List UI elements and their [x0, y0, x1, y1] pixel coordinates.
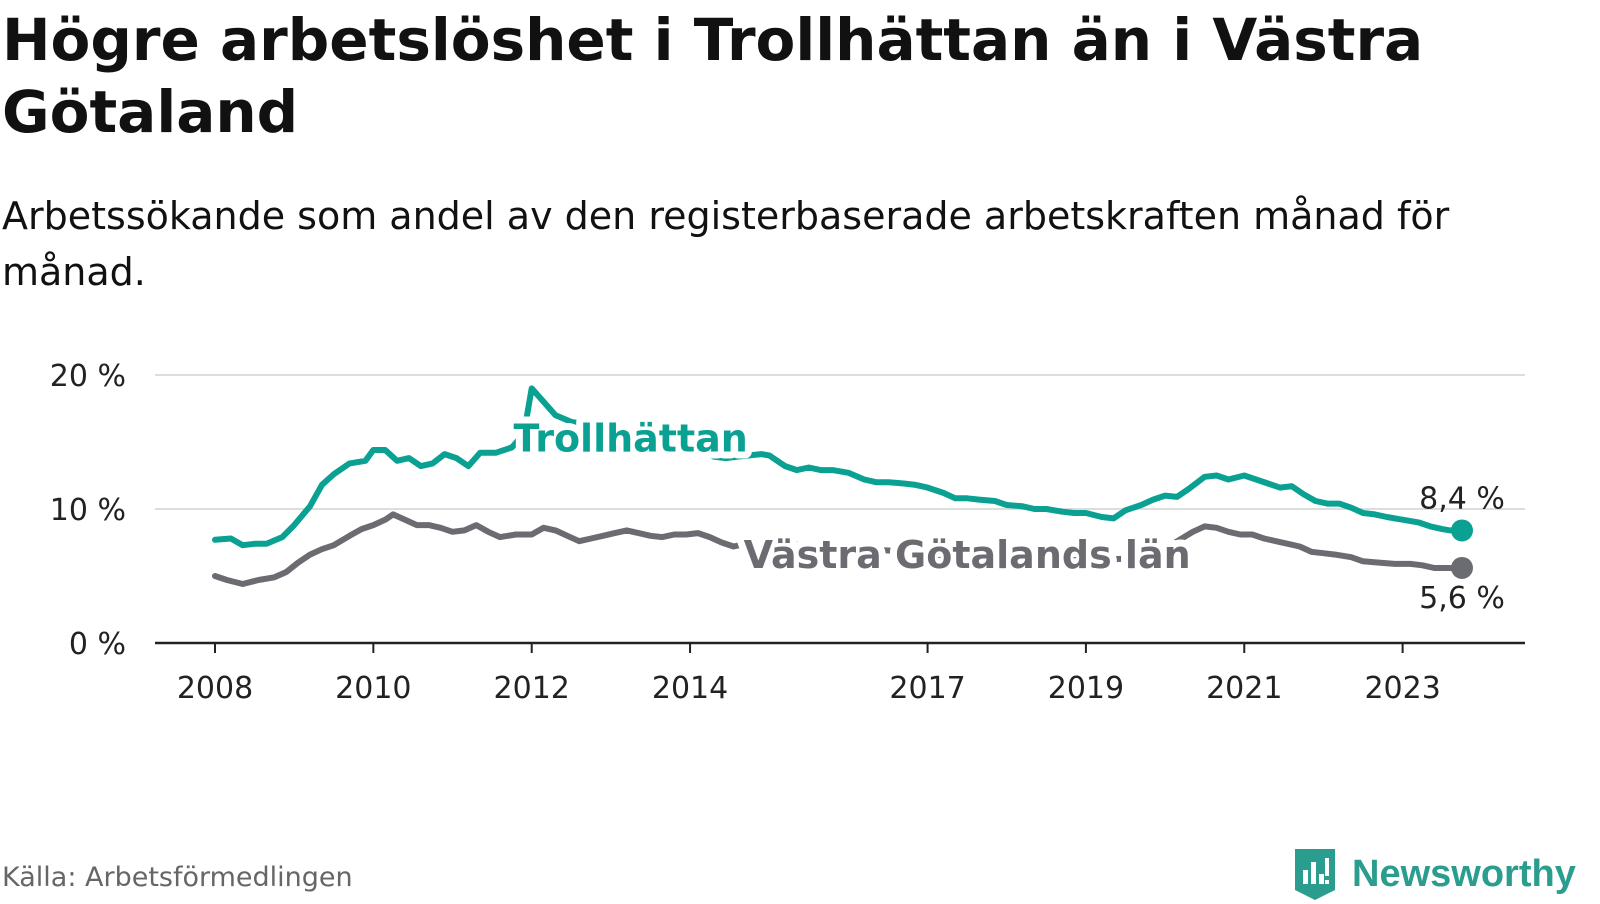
line-chart: 0 % 10 % 20 % 2008 2010 2012 2014 2017 2019 2021 2… [50, 359, 1525, 706]
x-tick-label: 2008 [177, 671, 253, 706]
end-point-vastra-gotaland [1451, 556, 1473, 579]
series-annotation-halo: Trollhättan [513, 416, 747, 460]
x-tick-label: 2010 [335, 671, 411, 706]
series-annotation-halo: Västra Götalands län [744, 533, 1191, 577]
end-value-label: 8,4 % [1419, 481, 1505, 516]
x-tick-label: 2014 [652, 671, 728, 706]
series-annotation-vastra-gotaland: Västra Götalands län [744, 533, 1191, 577]
x-tick-label: 2023 [1364, 671, 1440, 706]
source-note: Källa: Arbetsförmedlingen [2, 862, 353, 893]
chart-subtitle: Arbetssökande som andel av den registerb… [2, 194, 1450, 294]
y-tick-label: 10 % [50, 493, 126, 528]
brand-name: Newsworthy [1352, 852, 1576, 895]
end-value-label: 5,6 % [1419, 581, 1505, 616]
series-line-trollhattan [212, 385, 1465, 549]
brand[interactable]: Newsworthy [1292, 844, 1576, 904]
chart-title: Högre arbetslöshet i Trollhättan än i Vä… [2, 6, 1424, 146]
newsworthy-logo-icon [1295, 849, 1335, 900]
x-tick-label: 2012 [494, 671, 570, 706]
x-tick-label: 2021 [1206, 671, 1282, 706]
x-tick-label: 2019 [1048, 671, 1124, 706]
y-tick-label: 0 % [69, 627, 126, 662]
end-point-trollhattan [1451, 519, 1473, 542]
x-tick-label: 2017 [889, 671, 965, 706]
y-tick-label: 20 % [50, 359, 126, 394]
series-line-vastra-gotaland [212, 511, 1465, 587]
series-annotation-trollhattan: Trollhättan [513, 416, 747, 460]
